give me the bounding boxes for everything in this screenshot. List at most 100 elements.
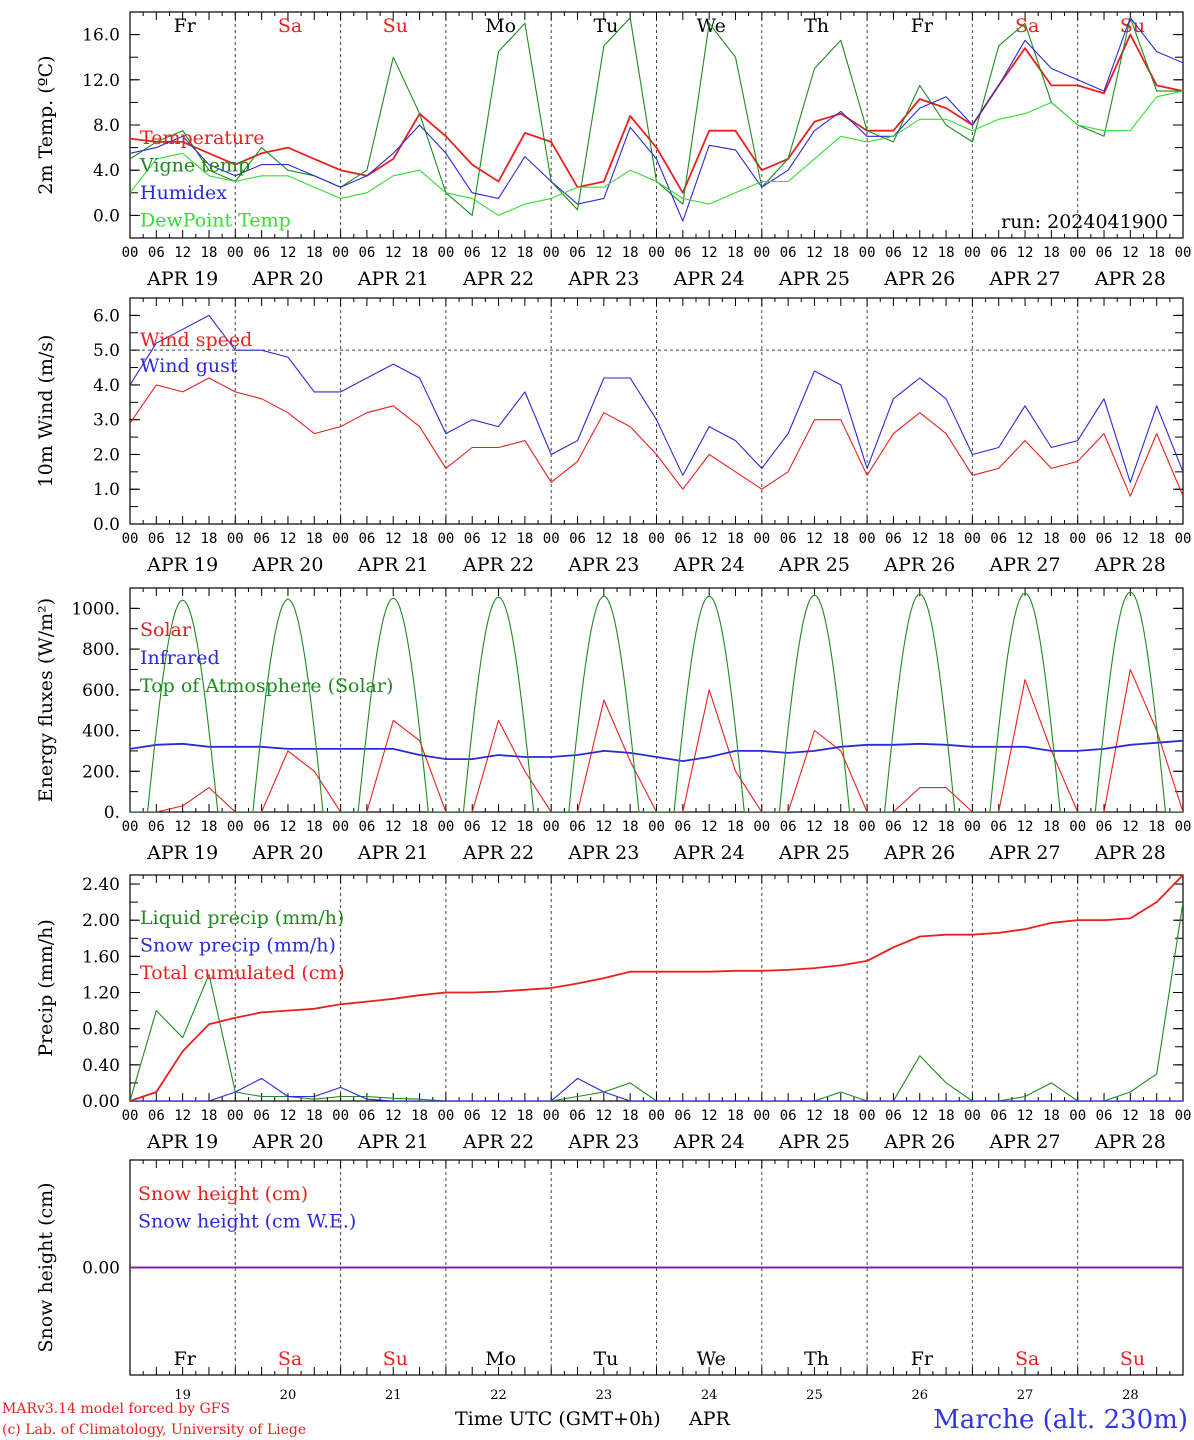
date-label: APR 20 <box>251 1131 323 1153</box>
legend-entry: Solar <box>140 619 192 641</box>
weekday-label: Su <box>383 15 408 37</box>
hour-tick-label: 00 <box>437 1108 454 1124</box>
legend-entry: Wind speed <box>140 329 252 351</box>
weekday-label: Fr <box>911 1348 934 1370</box>
legend-entry: Snow height (cm W.E.) <box>138 1211 356 1233</box>
hour-tick-label: 06 <box>148 1108 165 1124</box>
hour-tick-label: 12 <box>385 819 402 835</box>
hour-tick-label: 12 <box>595 819 612 835</box>
hour-tick-label: 18 <box>1148 245 1165 261</box>
hour-tick-label: 12 <box>490 531 507 547</box>
hour-tick-label: 06 <box>569 245 586 261</box>
hour-tick-label: 18 <box>727 531 744 547</box>
y-tick-label: 2.0 <box>93 445 120 465</box>
hour-tick-label: 06 <box>674 245 691 261</box>
hour-tick-label: 06 <box>569 819 586 835</box>
hour-tick-label: 12 <box>911 819 928 835</box>
hour-tick-label: 06 <box>148 245 165 261</box>
hour-tick-label: 18 <box>1043 531 1060 547</box>
hour-tick-label: 00 <box>648 531 665 547</box>
hour-tick-label: 00 <box>543 531 560 547</box>
hour-tick-label: 18 <box>411 1108 428 1124</box>
y-tick-label: 0.0 <box>93 515 120 535</box>
hour-tick-label: 18 <box>1148 531 1165 547</box>
series-line <box>130 90 1183 216</box>
weekday-label: Fr <box>174 1348 197 1370</box>
hour-tick-label: 18 <box>411 245 428 261</box>
hour-tick-label: 06 <box>674 531 691 547</box>
series-line <box>130 591 1183 812</box>
hour-tick-label: 00 <box>1175 245 1192 261</box>
hour-tick-label: 12 <box>595 245 612 261</box>
hour-tick-label: 18 <box>201 531 218 547</box>
hour-tick-label: 18 <box>938 1108 955 1124</box>
date-label: APR 22 <box>462 1131 534 1153</box>
hour-tick-label: 18 <box>727 1108 744 1124</box>
series-line <box>130 17 1183 222</box>
hour-tick-label: 00 <box>122 531 139 547</box>
hour-tick-label: 00 <box>964 245 981 261</box>
day-number-label: 22 <box>490 1388 507 1403</box>
hour-tick-label: 00 <box>859 819 876 835</box>
hour-tick-label: 12 <box>1017 531 1034 547</box>
date-label: APR 28 <box>1094 842 1166 864</box>
hour-tick-label: 06 <box>148 819 165 835</box>
day-number-label: 28 <box>1122 1388 1139 1403</box>
hour-tick-label: 00 <box>1175 1108 1192 1124</box>
hour-tick-label: 06 <box>569 531 586 547</box>
date-label: APR 22 <box>462 554 534 576</box>
y-tick-label: 6.0 <box>93 306 120 326</box>
date-label: APR 23 <box>567 1131 639 1153</box>
day-number-label: 24 <box>701 1388 718 1403</box>
hour-tick-label: 18 <box>1148 1108 1165 1124</box>
x-axis-label: Time UTC (GMT+0h) <box>455 1408 661 1430</box>
hour-tick-label: 00 <box>859 531 876 547</box>
hour-tick-label: 18 <box>201 1108 218 1124</box>
hour-tick-label: 06 <box>780 819 797 835</box>
hour-tick-label: 06 <box>464 819 481 835</box>
weekday-label: Sa <box>278 1348 302 1370</box>
hour-tick-label: 18 <box>1148 819 1165 835</box>
hour-tick-label: 12 <box>806 819 823 835</box>
hour-tick-label: 06 <box>990 245 1007 261</box>
weekday-label: We <box>697 1348 726 1370</box>
hour-tick-label: 12 <box>280 1108 297 1124</box>
hour-tick-label: 18 <box>1043 819 1060 835</box>
hour-tick-label: 00 <box>1069 819 1086 835</box>
hour-tick-label: 06 <box>885 531 902 547</box>
date-label: APR 25 <box>778 842 850 864</box>
hour-tick-label: 18 <box>516 1108 533 1124</box>
date-label: APR 26 <box>883 554 955 576</box>
hour-tick-label: 00 <box>227 245 244 261</box>
y-tick-label: 0.0 <box>93 206 120 226</box>
hour-tick-label: 06 <box>780 1108 797 1124</box>
legend-entry: Humidex <box>140 182 227 204</box>
hour-tick-label: 18 <box>727 819 744 835</box>
y-axis-label: Snow height (cm) <box>35 1182 57 1352</box>
y-tick-label: 4.0 <box>93 376 120 396</box>
hour-tick-label: 06 <box>253 245 270 261</box>
hour-tick-label: 06 <box>464 245 481 261</box>
hour-tick-label: 00 <box>543 1108 560 1124</box>
hour-tick-label: 00 <box>332 531 349 547</box>
y-axis-label: Energy fluxes (W/m²) <box>35 598 57 802</box>
hour-tick-label: 06 <box>990 531 1007 547</box>
date-label: APR 21 <box>357 268 429 290</box>
hour-tick-label: 00 <box>648 245 665 261</box>
date-label: APR 20 <box>251 268 323 290</box>
model-credit: MARv3.14 model forced by GFS <box>2 1401 230 1417</box>
hour-tick-label: 18 <box>938 245 955 261</box>
hour-tick-label: 12 <box>806 1108 823 1124</box>
weekday-label: Su <box>1120 15 1145 37</box>
date-label: APR 21 <box>357 554 429 576</box>
hour-tick-label: 12 <box>174 1108 191 1124</box>
date-label: APR 22 <box>462 268 534 290</box>
hour-tick-label: 06 <box>1096 531 1113 547</box>
hour-tick-label: 00 <box>227 819 244 835</box>
legend-entry: Liquid precip (mm/h) <box>140 907 344 929</box>
hour-tick-label: 06 <box>569 1108 586 1124</box>
hour-tick-label: 00 <box>964 531 981 547</box>
hour-tick-label: 12 <box>280 245 297 261</box>
date-label: APR 27 <box>989 1131 1061 1153</box>
